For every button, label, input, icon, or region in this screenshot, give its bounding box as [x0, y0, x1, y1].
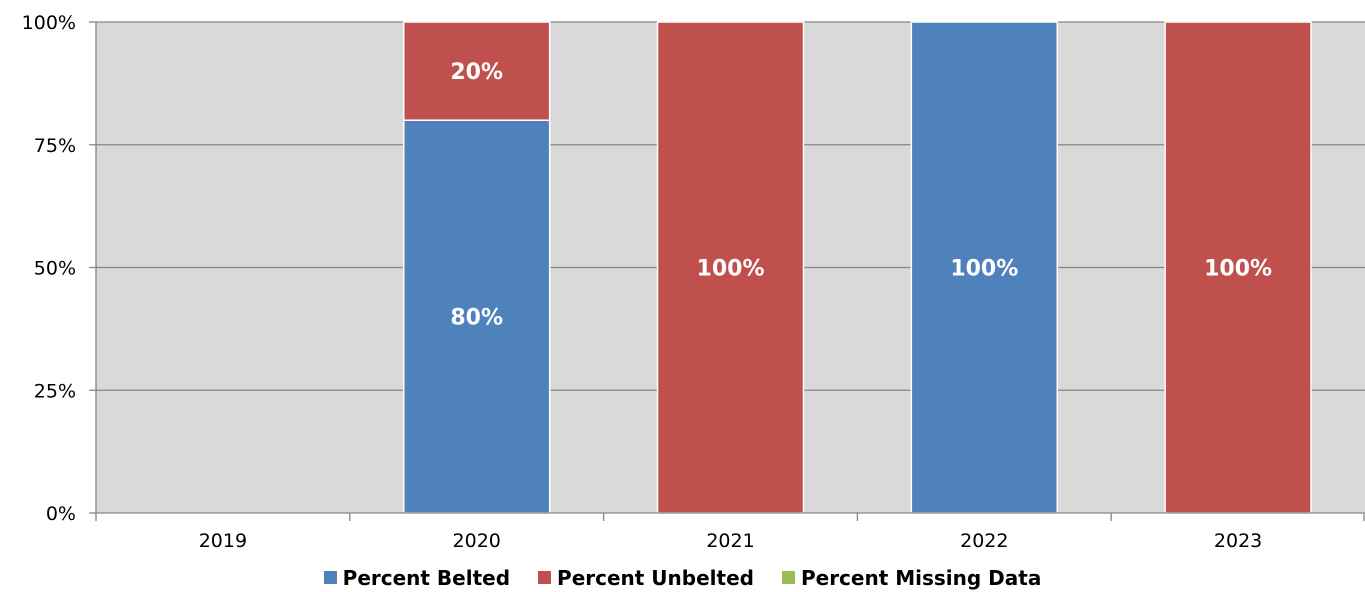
legend-label: Percent Belted	[342, 565, 511, 590]
x-tick-label: 2021	[706, 530, 754, 552]
legend-item: Percent Belted	[323, 565, 511, 590]
bar-segment	[1164, 21, 1312, 514]
data-labels: 80% 20% 100% 100% 100%	[450, 60, 1272, 331]
y-tick-label: 100%	[22, 12, 76, 34]
legend-label: Percent Missing Data	[800, 565, 1042, 590]
legend-swatch	[538, 571, 552, 584]
legend: Percent Belted Percent Unbelted Percent Mi…	[0, 563, 1365, 592]
bar-segment	[656, 21, 805, 514]
legend-swatch	[323, 571, 337, 584]
data-label: 100%	[1204, 257, 1272, 282]
x-tick-labels: 2019 2020 2021 2022 2023	[199, 530, 1263, 552]
legend-label: Percent Unbelted	[557, 565, 754, 590]
x-tick-label: 2019	[199, 530, 247, 552]
legend-swatch	[781, 571, 795, 584]
x-tick-label: 2022	[960, 530, 1008, 552]
data-label: 80%	[450, 306, 503, 331]
y-tick-label: 50%	[34, 258, 76, 280]
x-tick-label: 2020	[453, 530, 501, 552]
y-tick-label: 75%	[34, 135, 76, 157]
data-label: 100%	[697, 257, 765, 282]
y-tick-labels: 0% 25% 50% 75% 100%	[22, 12, 76, 525]
legend-item: Percent Missing Data	[781, 565, 1042, 590]
bars	[402, 21, 1312, 514]
axes	[95, 22, 1365, 521]
legend-item: Percent Unbelted	[538, 566, 754, 590]
stacked-bar-chart: 0% 25% 50% 75% 100% 2019 2020 2021 2022 2023 80%…	[22, 12, 1365, 552]
data-label: 100%	[950, 257, 1018, 282]
data-label: 20%	[450, 60, 503, 85]
y-tick-label: 25%	[34, 380, 76, 402]
x-tick-label: 2023	[1214, 530, 1262, 552]
bar-segment	[402, 119, 551, 514]
bar-segment	[910, 21, 1059, 514]
y-tick-label: 0%	[46, 503, 76, 525]
bar-segment	[402, 21, 551, 121]
